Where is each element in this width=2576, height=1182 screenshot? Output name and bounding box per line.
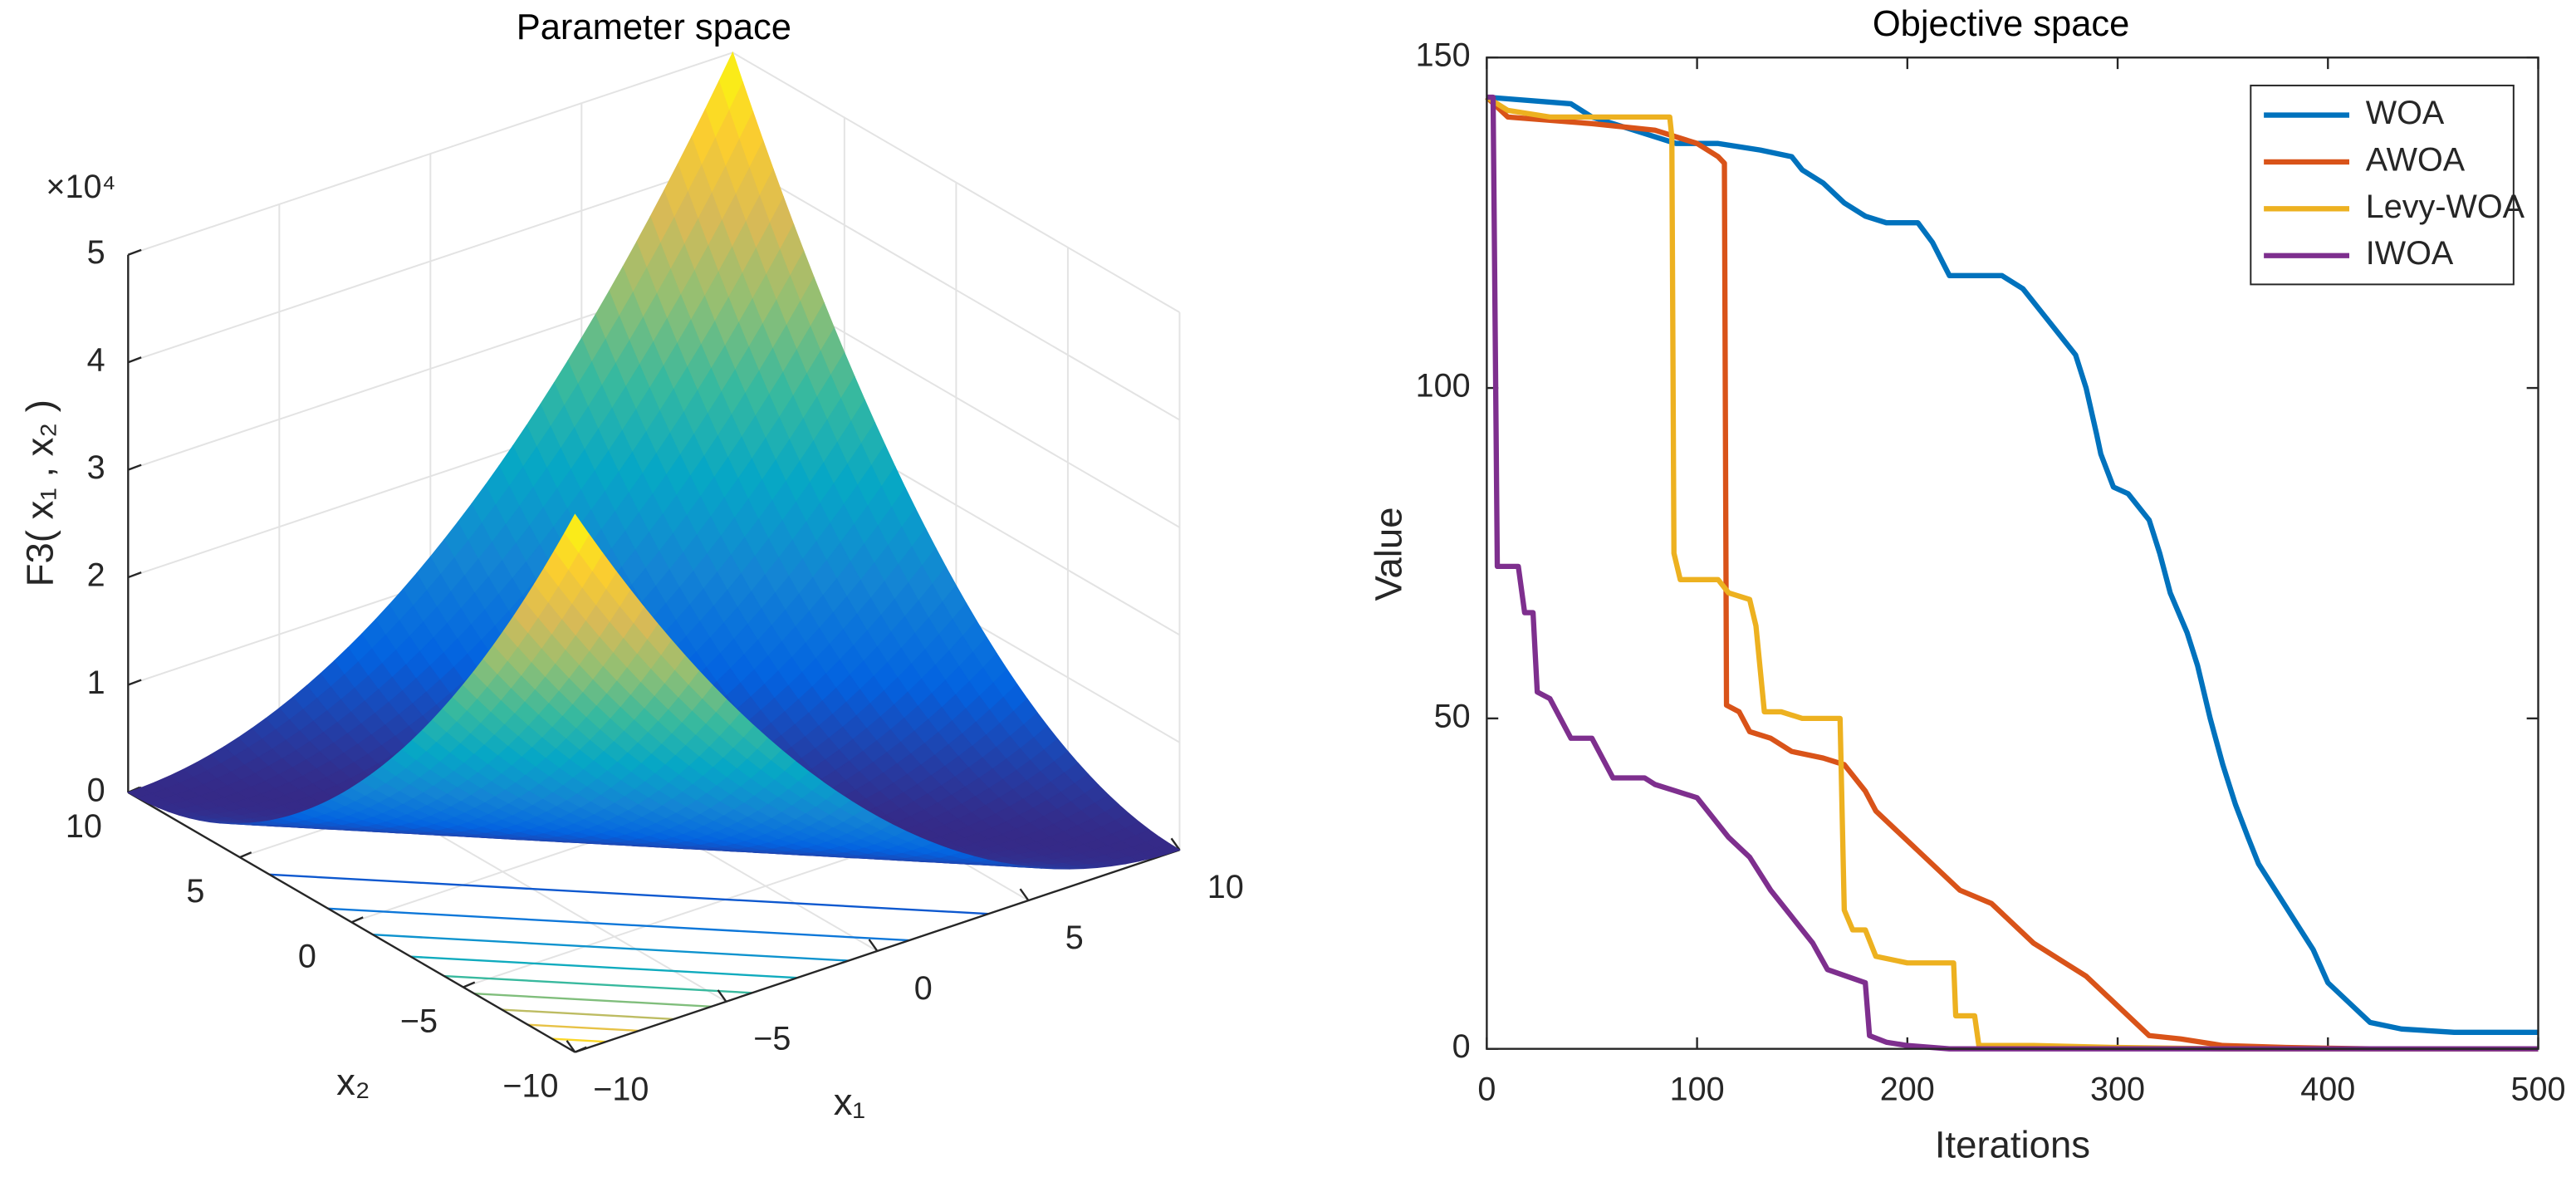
surface-patch <box>564 513 590 553</box>
plot-frame <box>1486 56 2539 1050</box>
legend-label: Levy-WOA <box>2366 189 2525 225</box>
z-tick-label: 4 <box>87 342 105 379</box>
z-tick <box>127 571 142 579</box>
contour-line <box>527 1023 639 1032</box>
x2-tick-label: 10 <box>66 808 102 845</box>
x1-tick-label: 5 <box>1065 920 1084 956</box>
x1-tick <box>868 939 879 952</box>
x-tick-label: 400 <box>2300 1072 2355 1108</box>
z-tick-label: 2 <box>87 557 105 594</box>
y-tick-label: 150 <box>1416 37 1471 74</box>
x-tick-label: 0 <box>1477 1072 1496 1108</box>
x1-tick-label: 0 <box>914 970 933 1007</box>
series-line <box>1486 94 2539 1052</box>
x-tick-label: 500 <box>2510 1072 2565 1108</box>
x-axis-label: Iterations <box>1935 1123 2090 1165</box>
contour-line <box>502 1008 674 1021</box>
legend-label: IWOA <box>2366 235 2454 272</box>
contour-line <box>474 992 712 1008</box>
x2-tick <box>574 1046 587 1053</box>
y-tick-label: 50 <box>1434 698 1471 734</box>
contour-line <box>269 873 989 915</box>
surface-title: Parameter space <box>517 7 791 47</box>
x2-tick-label: 0 <box>298 938 316 974</box>
series-line <box>1486 94 2539 1035</box>
x2-tick-label: 5 <box>186 873 204 910</box>
y-tick-label: 0 <box>1452 1028 1471 1065</box>
x1-tick <box>717 989 727 1003</box>
x2-tick-label: −5 <box>400 1003 438 1039</box>
z-tick <box>127 248 142 256</box>
contour-line <box>327 907 909 942</box>
z-tick <box>127 463 142 471</box>
x1-tick <box>1019 888 1030 901</box>
x1-tick-label: −5 <box>753 1021 791 1057</box>
x-tick-label: 100 <box>1670 1072 1725 1108</box>
z-tick-label: 3 <box>87 449 105 486</box>
z-tick-label: 1 <box>87 665 105 701</box>
z-tick <box>127 679 142 686</box>
x2-axis-label: x₂ <box>336 1061 370 1103</box>
legend-label: WOA <box>2366 95 2445 131</box>
x-tick-label: 200 <box>1880 1072 1935 1108</box>
z-exponent: ×10⁴ <box>46 169 115 205</box>
z-tick <box>127 356 142 364</box>
z-tick-label: 0 <box>87 772 105 808</box>
series-line <box>1485 95 2539 1052</box>
contour-line <box>443 974 752 994</box>
y-axis-label: Value <box>1368 507 1410 601</box>
line-title: Objective space <box>1873 4 2130 44</box>
y-tick-label: 100 <box>1416 368 1471 405</box>
contour-line <box>372 934 849 962</box>
x1-tick <box>566 1040 576 1053</box>
contour-line <box>551 1037 606 1043</box>
z-tick-label: 5 <box>87 234 105 271</box>
contour-line <box>410 955 798 979</box>
x2-tick-label: −10 <box>502 1068 558 1105</box>
series-line <box>1485 95 2539 1052</box>
legend-box <box>2250 84 2515 286</box>
x1-tick-label: −10 <box>593 1072 649 1108</box>
legend-label: AWOA <box>2366 141 2466 178</box>
x2-tick <box>239 851 252 859</box>
z-axis-label: F3( x₁ , x₂ ) <box>18 400 61 586</box>
x2-tick <box>463 981 476 988</box>
x2-tick <box>350 916 364 924</box>
x-tick-label: 300 <box>2090 1072 2145 1108</box>
x1-tick <box>1170 837 1181 851</box>
x1-axis-label: x₁ <box>834 1081 865 1123</box>
x1-tick-label: 10 <box>1207 869 1244 905</box>
